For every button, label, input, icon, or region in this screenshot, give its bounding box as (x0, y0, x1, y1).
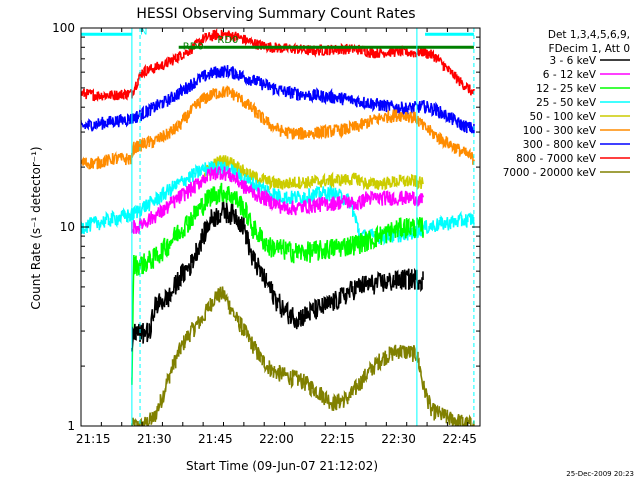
x-tick-label: 22:00 (259, 432, 294, 446)
legend-header: FDecim 1, Att 0 (549, 43, 630, 55)
x-tick-label: 22:15 (320, 432, 355, 446)
legend-entry-label: 800 - 7000 keV (516, 153, 597, 165)
legend-entry-label: 100 - 300 keV (523, 125, 597, 137)
series-line-12-25-keV (131, 182, 424, 385)
x-tick-label: 21:45 (198, 432, 233, 446)
y-tick-label: 10 (60, 220, 75, 234)
x-axis-label: Start Time (09-Jun-07 21:12:02) (186, 459, 378, 473)
x-tick-label: 21:30 (137, 432, 172, 446)
footer-date: 25-Dec-2009 20:23 (566, 470, 634, 478)
annotation-2: RD0 (217, 35, 238, 46)
series-line-6-12-keV (131, 166, 424, 234)
annotation-1: RD0 (183, 41, 204, 52)
x-tick-label: 22:45 (442, 432, 477, 446)
y-tick-label: 1 (67, 419, 75, 433)
legend-entry-label: 12 - 25 keV (536, 83, 597, 95)
y-tick-label: 100 (52, 21, 75, 35)
x-tick-label: 21:15 (76, 432, 111, 446)
legend-entry-label: 300 - 800 keV (523, 139, 597, 151)
legend-entry-label: 50 - 100 keV (529, 111, 596, 123)
series-line-800-7000-keV (81, 28, 475, 102)
series-line-300-800-keV (81, 65, 475, 134)
series-line-100-300-keV (81, 84, 475, 170)
legend-header: Det 1,3,4,5,6,9, (548, 29, 630, 41)
legend-entry-label: 25 - 50 keV (536, 97, 597, 109)
series-group (81, 28, 475, 426)
legend-entry-label: 3 - 6 keV (549, 55, 596, 67)
x-tick-label: 22:30 (381, 432, 416, 446)
plot-area: N RD0 RD0 21:15 21:30 21:45 22:00 22:15 22:30 22:… (52, 21, 481, 446)
annotation-0: N (140, 26, 147, 37)
series-line-3-6-keV (131, 201, 424, 352)
legend-entry-label: 6 - 12 keV (543, 69, 597, 81)
chart-title: HESSI Observing Summary Count Rates (136, 6, 415, 22)
legend: Det 1,3,4,5,6,9, FDecim 1, Att 03 - 6 keV… (503, 29, 630, 179)
legend-entry-label: 7000 - 20000 keV (503, 167, 597, 179)
series-line-7000-20000-keV (131, 286, 475, 426)
y-axis-label: Count Rate (s⁻¹ detector⁻¹) (29, 146, 43, 309)
